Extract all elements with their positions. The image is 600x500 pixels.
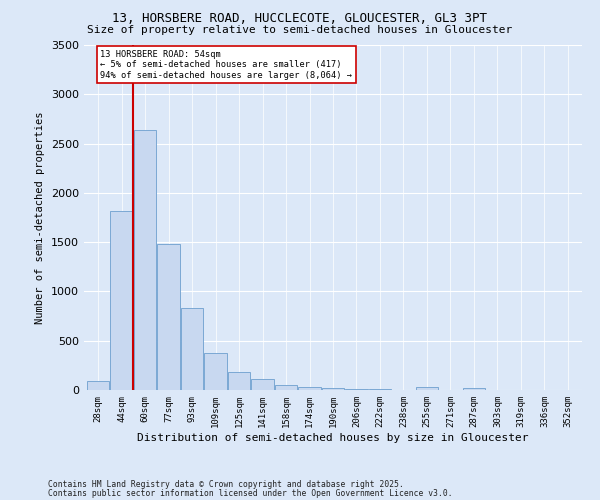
Text: Contains HM Land Registry data © Crown copyright and database right 2025.: Contains HM Land Registry data © Crown c… (48, 480, 404, 489)
Bar (251, 378, 274, 390)
Bar (228, 372, 250, 390)
Bar (205, 353, 227, 390)
Text: 13 HORSBERE ROAD: 54sqm
← 5% of semi-detached houses are smaller (417)
94% of se: 13 HORSBERE ROAD: 54sqm ← 5% of semi-det… (100, 50, 352, 80)
Bar (134, 130, 156, 390)
Bar (416, 387, 438, 390)
Text: 13, HORSBERE ROAD, HUCCLECOTE, GLOUCESTER, GL3 3PT: 13, HORSBERE ROAD, HUCCLECOTE, GLOUCESTE… (113, 12, 487, 26)
Bar (322, 388, 344, 390)
Bar (181, 308, 203, 390)
Bar (157, 244, 180, 390)
Bar (87, 380, 109, 390)
Text: Contains public sector information licensed under the Open Government Licence v3: Contains public sector information licen… (48, 490, 452, 498)
X-axis label: Distribution of semi-detached houses by size in Gloucester: Distribution of semi-detached houses by … (137, 432, 529, 442)
Bar (463, 388, 485, 390)
Bar (298, 386, 320, 390)
Bar (346, 389, 368, 390)
Bar (110, 210, 133, 390)
Bar (369, 389, 391, 390)
Y-axis label: Number of semi-detached properties: Number of semi-detached properties (35, 112, 46, 324)
Bar (275, 384, 297, 390)
Text: Size of property relative to semi-detached houses in Gloucester: Size of property relative to semi-detach… (88, 25, 512, 35)
